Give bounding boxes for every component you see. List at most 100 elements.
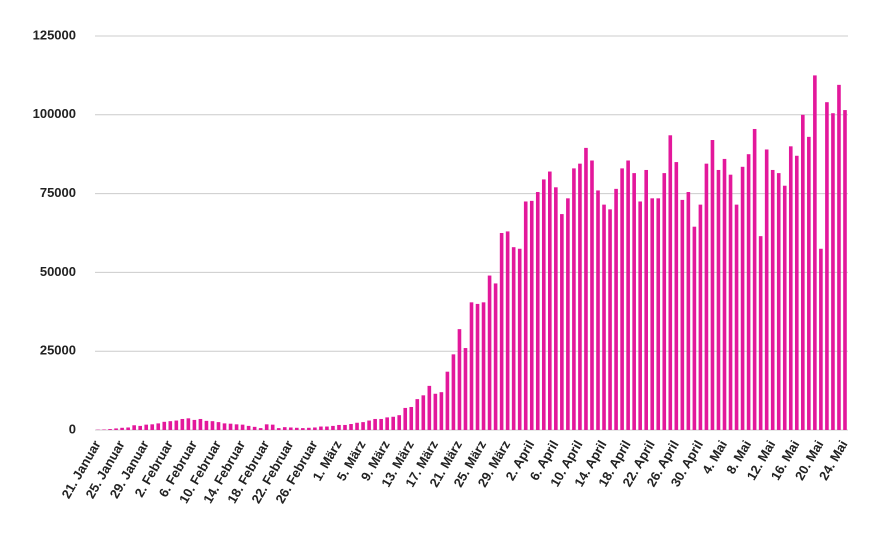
bar <box>288 427 293 430</box>
bar <box>349 424 353 430</box>
bar <box>132 425 136 430</box>
bar <box>566 198 570 430</box>
bar <box>355 422 359 430</box>
bar <box>391 416 395 430</box>
bar <box>710 140 715 431</box>
bar <box>843 110 847 431</box>
bar <box>276 428 281 430</box>
bar <box>409 406 414 430</box>
bar <box>680 199 685 430</box>
bar <box>222 423 227 430</box>
bar <box>511 247 516 430</box>
bar <box>578 163 582 430</box>
bar <box>234 424 239 430</box>
bar <box>481 302 486 430</box>
bar <box>168 421 173 430</box>
bar <box>138 425 142 430</box>
bar <box>439 392 444 430</box>
bar <box>734 204 739 430</box>
y-tick-label: 25000 <box>40 343 76 358</box>
y-tick-label: 0 <box>69 421 76 436</box>
bar <box>529 200 534 430</box>
bar <box>174 420 179 430</box>
bar <box>782 185 787 430</box>
bar <box>638 201 642 430</box>
bar <box>740 166 745 431</box>
bar <box>716 169 721 430</box>
bar <box>445 371 450 430</box>
bar <box>746 154 751 430</box>
bar <box>517 248 522 430</box>
bar <box>451 354 456 430</box>
bar <box>228 423 233 430</box>
bar <box>307 427 311 430</box>
bar <box>427 385 432 430</box>
y-tick-label: 125000 <box>33 27 76 42</box>
bar <box>457 329 462 430</box>
bar <box>463 348 468 430</box>
bar <box>505 231 510 430</box>
bar <box>831 113 835 430</box>
bar <box>294 427 299 430</box>
bar <box>385 417 389 430</box>
bar <box>704 163 709 430</box>
bar <box>240 424 245 430</box>
bar <box>258 428 263 430</box>
bar <box>493 283 498 430</box>
bar <box>397 415 402 430</box>
bar <box>788 146 793 430</box>
bar <box>764 149 769 431</box>
bar <box>698 204 703 430</box>
bar <box>692 226 697 430</box>
bar <box>108 429 112 430</box>
bar <box>270 424 275 430</box>
bar <box>674 162 679 430</box>
bar <box>499 233 504 430</box>
bar <box>560 214 564 430</box>
bar <box>813 75 817 431</box>
bar <box>620 168 624 430</box>
bar <box>156 423 161 430</box>
bar <box>758 236 763 430</box>
bar <box>650 198 655 430</box>
bar <box>572 168 576 430</box>
bar <box>596 190 600 430</box>
bar <box>662 173 667 430</box>
bar <box>819 248 823 430</box>
bar <box>415 399 420 430</box>
bar <box>626 160 630 430</box>
bar <box>794 155 799 430</box>
bar <box>421 395 426 430</box>
bar <box>656 198 661 430</box>
bar <box>554 187 558 430</box>
bar <box>114 428 118 430</box>
bar <box>337 424 341 430</box>
bar <box>608 209 612 430</box>
bar <box>325 426 329 430</box>
bar <box>403 407 408 430</box>
bar <box>373 418 377 430</box>
y-tick-label: 100000 <box>33 106 76 121</box>
bar <box>770 169 775 430</box>
bar <box>584 147 588 430</box>
bar <box>264 424 269 430</box>
bar <box>523 201 528 430</box>
bar <box>807 136 811 430</box>
bar <box>144 424 149 430</box>
bar <box>204 420 209 430</box>
bar <box>186 418 191 430</box>
bar <box>801 114 805 431</box>
bar <box>776 173 781 430</box>
bar <box>126 427 130 430</box>
bar <box>825 102 829 430</box>
bar <box>535 192 540 430</box>
bar <box>548 171 552 430</box>
bar <box>752 128 757 430</box>
bar <box>379 418 383 430</box>
bar <box>367 420 371 430</box>
bar <box>433 393 438 430</box>
bar <box>246 425 251 430</box>
bar <box>192 419 197 430</box>
bar <box>252 426 257 430</box>
